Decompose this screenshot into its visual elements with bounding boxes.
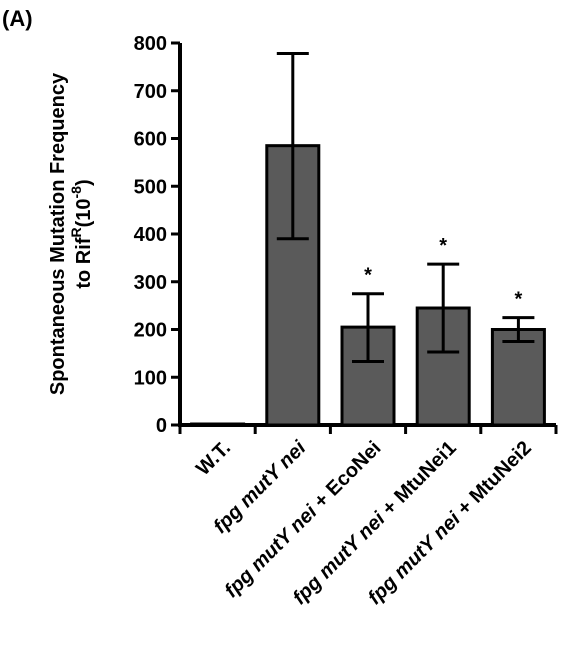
x-tick-label-1-part-1: mutY nei: [235, 437, 310, 512]
y-axis-label-unit-close: ): [73, 179, 95, 186]
x-tick-label-2-part-1: mutY nei: [246, 501, 321, 576]
significance-marker-3: *: [439, 235, 447, 257]
y-tick-label-800: 800: [134, 33, 167, 55]
x-tick-label-0: W.T.: [192, 437, 235, 480]
x-tick-label-4-part-2: + MtuNei2: [449, 437, 536, 524]
y-axis-label-unit-sup: -8: [68, 186, 84, 199]
error-bars: * * *: [276, 52, 535, 363]
axes: 0 100 200 300 400 500 600 700 800: [134, 33, 558, 437]
panel-label: (A): [2, 6, 33, 31]
y-tick-label-600: 600: [134, 129, 167, 151]
x-tick-label-3-part-1: mutY nei: [315, 508, 390, 583]
y-axis-label: Spontaneous Mutation Frequency to RifR(1…: [47, 72, 95, 395]
x-tick-label-4-part-1: mutY nei: [390, 508, 465, 583]
y-axis-label-line2: to RifR(10-8): [68, 179, 95, 288]
y-tick-label-200: 200: [134, 320, 167, 342]
y-axis-label-unit-open: (10: [73, 199, 95, 228]
significance-marker-2: *: [364, 265, 372, 287]
x-tick-label-2-part-2: + EcoNei: [306, 437, 386, 517]
y-tick-label-300: 300: [134, 272, 167, 294]
y-axis-label-rif-sup: R: [68, 227, 84, 237]
x-tick-label-2: fpg mutY nei + EcoNei: [221, 437, 386, 602]
y-tick-label-0: 0: [156, 415, 167, 437]
x-tick-label-0-part-0: W.T.: [192, 437, 235, 480]
y-axis-label-line1: Spontaneous Mutation Frequency: [47, 72, 69, 395]
y-tick-label-100: 100: [134, 367, 167, 389]
significance-marker-4: *: [515, 289, 523, 311]
y-tick-label-500: 500: [134, 176, 167, 198]
y-tick-label-400: 400: [134, 224, 167, 246]
bar-4: [490, 328, 546, 427]
bar-0: [190, 422, 246, 427]
y-axis-label-rif: to Rif: [73, 237, 95, 288]
y-tick-label-700: 700: [134, 81, 167, 103]
